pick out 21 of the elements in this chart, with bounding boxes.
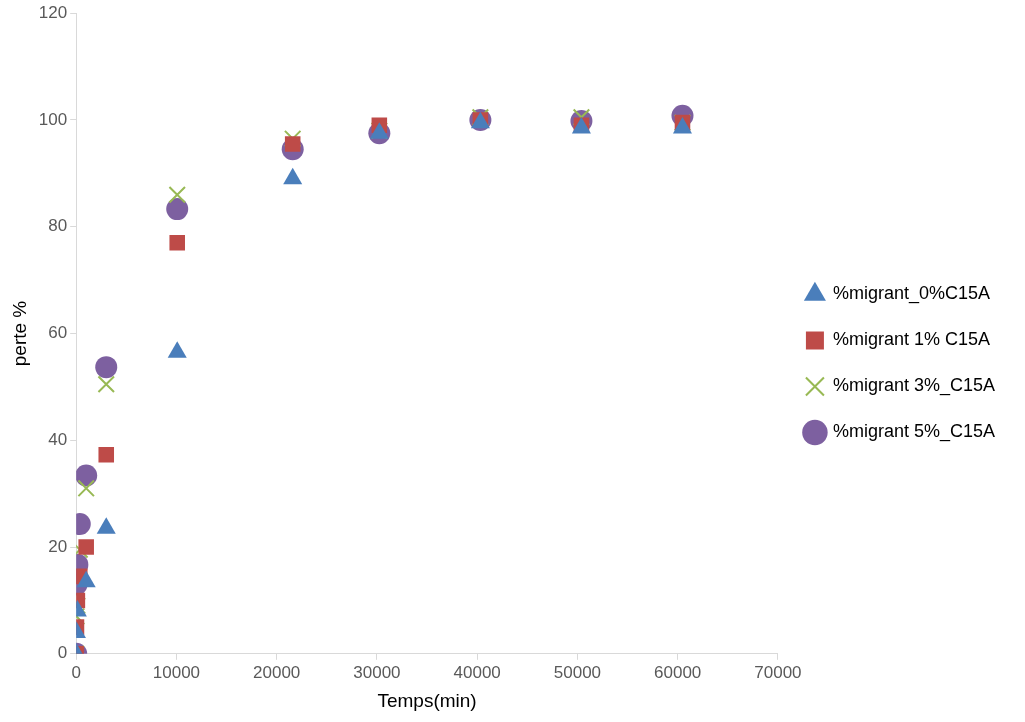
y-tick-label: 80 bbox=[48, 216, 68, 236]
legend-label: %migrant 5%_C15A bbox=[832, 421, 996, 443]
y-tick-label: 20 bbox=[48, 536, 68, 556]
x-tick-label: 60000 bbox=[654, 662, 702, 682]
y-axis-title: perte % bbox=[8, 300, 30, 367]
legend-label: %migrant_0%C15A bbox=[832, 283, 990, 305]
x-tick-label: 10000 bbox=[152, 662, 201, 682]
legend-label: %migrant 3%_C15A bbox=[832, 375, 996, 397]
x-tick-label: 30000 bbox=[353, 662, 401, 682]
x-tick-label: 50000 bbox=[553, 662, 602, 682]
y-tick-label: 120 bbox=[38, 2, 68, 22]
y-tick-label: 100 bbox=[38, 109, 68, 129]
x-tick-label: 20000 bbox=[253, 662, 301, 682]
x-tick-label: 40000 bbox=[453, 662, 501, 682]
y-tick-label: 0 bbox=[57, 643, 68, 663]
y-tick-label: 40 bbox=[48, 429, 68, 449]
legend-label: %migrant 1% C15A bbox=[832, 329, 990, 350]
x-tick-label: 0 bbox=[71, 662, 81, 682]
x-axis-title: Temps(min) bbox=[377, 689, 477, 711]
x-tick-label: 70000 bbox=[754, 662, 802, 682]
y-tick-label: 60 bbox=[48, 323, 68, 343]
